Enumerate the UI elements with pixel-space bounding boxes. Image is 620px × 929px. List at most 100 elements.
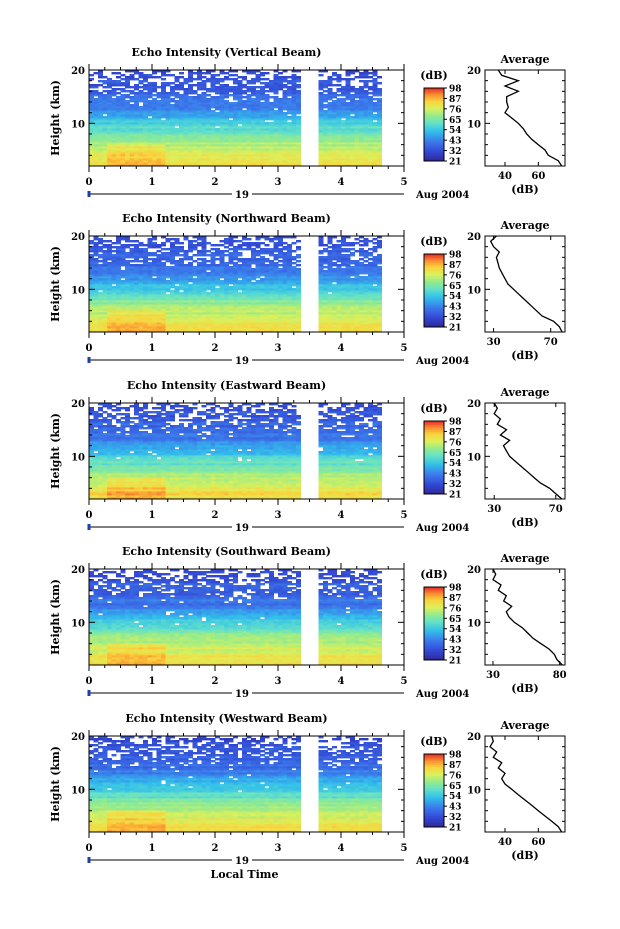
colorbar-segment: [424, 159, 444, 162]
heatmap-cell: [134, 104, 139, 107]
heatmap-cell: [327, 158, 333, 161]
heatmap-cell: [291, 116, 297, 119]
heatmap-cell: [255, 90, 261, 93]
heatmap-cell: [93, 108, 99, 111]
heatmap-cell: [341, 100, 346, 103]
heatmap-cell: [197, 108, 202, 111]
heatmap-cell: [147, 136, 153, 139]
heatmap-cell: [107, 128, 112, 131]
heatmap-cell: [170, 138, 175, 141]
heatmap-cell: [219, 320, 225, 323]
heatmap-cell: [152, 70, 157, 73]
heatmap-cell: [318, 114, 324, 117]
heatmap-cell: [354, 164, 360, 167]
heatmap-cell: [156, 144, 162, 147]
heatmap-cell: [332, 72, 337, 75]
heatmap-cell: [273, 92, 279, 95]
heatmap-cell: [197, 76, 202, 79]
heatmap-cell: [98, 132, 103, 135]
heatmap-cell: [201, 156, 207, 159]
heatmap-cell: [215, 150, 220, 153]
heatmap-cell: [237, 86, 243, 89]
heatmap-cell: [107, 104, 112, 107]
heatmap-cell: [116, 138, 121, 141]
heatmap-cell: [219, 104, 225, 107]
heatmap-cell: [152, 142, 157, 145]
heatmap-cell: [179, 120, 184, 123]
x-tick-label: 0: [86, 177, 93, 188]
heatmap-cell: [233, 158, 238, 161]
heatmap-cell: [363, 326, 369, 329]
heatmap-cell: [237, 156, 243, 159]
heatmap-cell: [359, 104, 364, 107]
heatmap-cell: [125, 164, 130, 167]
heatmap-cell: [156, 326, 162, 329]
heatmap-cell: [165, 142, 171, 145]
y-tick-label: 10: [71, 119, 85, 130]
heatmap-cell: [264, 86, 270, 89]
heatmap-cell: [368, 72, 373, 75]
heatmap-cell: [89, 96, 94, 99]
heatmap-cell: [363, 322, 369, 325]
heatmap-cell: [89, 160, 94, 163]
heatmap-cell: [219, 88, 225, 91]
heatmap-cell: [264, 328, 270, 331]
heatmap-cell: [138, 330, 144, 333]
heatmap-cell: [224, 130, 229, 133]
heatmap-cell: [363, 144, 369, 147]
heatmap-cell: [93, 94, 99, 97]
heatmap-cell: [147, 118, 153, 121]
heatmap-cell: [354, 160, 360, 163]
heatmap-cell: [143, 136, 148, 139]
heatmap-cell: [215, 144, 220, 147]
heatmap-cell: [372, 74, 378, 77]
heatmap-cell: [363, 320, 369, 323]
heatmap-cell: [147, 324, 153, 327]
heatmap-cell: [143, 114, 148, 117]
heatmap-cell: [296, 126, 301, 129]
heatmap-cell: [296, 138, 301, 141]
heatmap-cell: [264, 118, 270, 121]
heatmap-cell: [273, 154, 279, 157]
heatmap-cell: [183, 326, 189, 329]
heatmap-cell: [152, 154, 157, 157]
heatmap-cell: [251, 90, 256, 93]
heatmap-cell: [125, 144, 130, 147]
heatmap-cell: [287, 138, 292, 141]
heatmap-cell: [372, 124, 378, 127]
heatmap-cell: [273, 254, 279, 257]
heatmap-cell: [359, 132, 364, 135]
heatmap-cell: [255, 128, 261, 131]
heatmap-cell: [318, 98, 324, 101]
heatmap-cell: [215, 264, 220, 267]
colorbar-segment: [424, 150, 444, 153]
heatmap-cell: [224, 138, 229, 141]
heatmap-cell: [143, 150, 148, 153]
heatmap-cell: [242, 128, 247, 131]
heatmap-cell: [125, 160, 130, 163]
heatmap-cell: [287, 106, 292, 109]
heatmap-cell: [188, 164, 193, 167]
heatmap-cell: [278, 150, 283, 153]
heatmap-cell: [152, 140, 157, 143]
heatmap-cell: [345, 70, 351, 73]
heatmap-cell: [287, 320, 292, 323]
heatmap-cell: [188, 138, 193, 141]
heatmap-cell: [224, 92, 229, 95]
heatmap-cell: [251, 146, 256, 149]
heatmap-cell: [363, 72, 369, 75]
heatmap-cell: [147, 92, 153, 95]
heatmap-cell: [224, 152, 229, 155]
heatmap-cell: [318, 160, 324, 163]
heatmap-cell: [287, 136, 292, 139]
heatmap-cell: [93, 124, 99, 127]
heatmap-cell: [89, 314, 94, 317]
heatmap-cell: [251, 152, 256, 155]
heatmap-cell: [210, 118, 216, 121]
heatmap-cell: [291, 124, 297, 127]
heatmap-cell: [363, 150, 369, 153]
heatmap-cell: [143, 158, 148, 161]
heatmap-cell: [377, 324, 382, 327]
heatmap-cell: [228, 320, 234, 323]
heatmap-cell: [359, 118, 364, 121]
